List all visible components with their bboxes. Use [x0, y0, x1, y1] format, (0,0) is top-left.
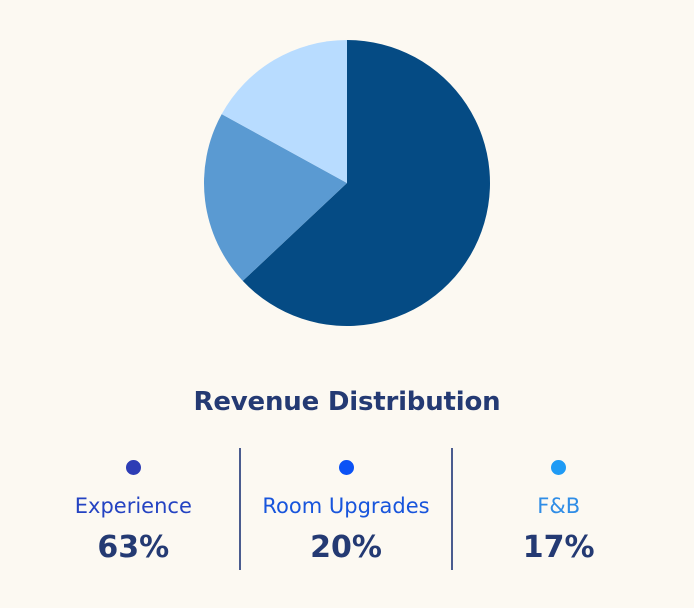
- pie-chart-svg: [204, 40, 490, 326]
- legend-label-fnb: F&B: [537, 494, 581, 518]
- pie-slice-room-upgrades: [204, 114, 347, 281]
- pie-slice-f-b: [221, 40, 347, 183]
- legend-dot-experience: [125, 460, 141, 475]
- legend-value-experience: 63%: [97, 530, 170, 565]
- legend-item-room-upgrades: Room Upgrades 20%: [238, 448, 452, 570]
- legend-dot-room-upgrades: [338, 460, 354, 475]
- pie-slice-experience: [242, 40, 490, 326]
- legend-dot-fnb: [551, 460, 567, 475]
- legend-label-experience: Experience: [74, 494, 192, 518]
- legend-value-room-upgrades: 20%: [310, 530, 382, 565]
- chart-title: Revenue Distribution: [193, 387, 501, 417]
- legend: Experience 63% Room Upgrades 20% F&B 17%: [28, 448, 664, 570]
- legend-item-fnb: F&B 17%: [451, 448, 664, 570]
- pie-chart: [203, 39, 491, 327]
- legend-label-room-upgrades: Room Upgrades: [262, 494, 430, 518]
- legend-item-experience: Experience 63%: [28, 448, 239, 570]
- legend-value-fnb: 17%: [522, 530, 595, 565]
